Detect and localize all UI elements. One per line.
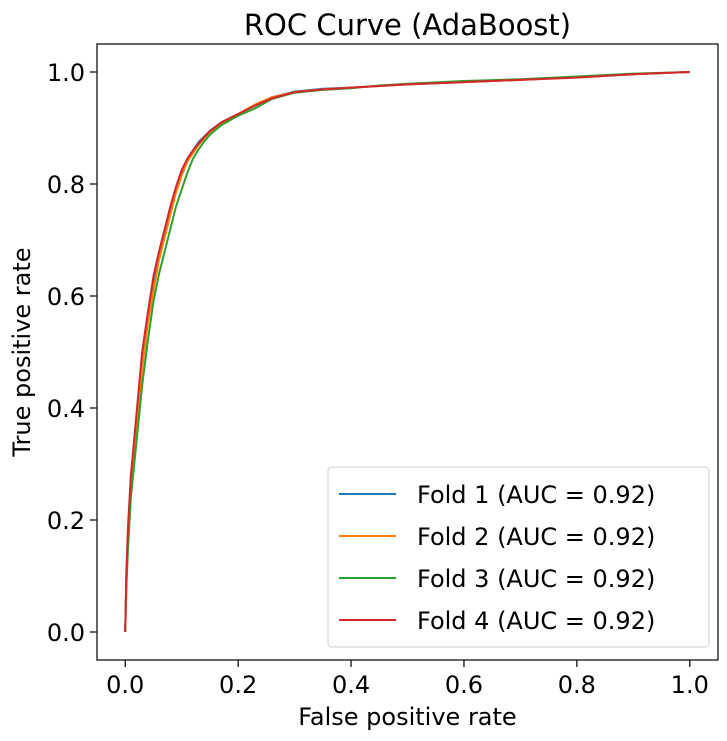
y-tick-label: 0.0 [47, 619, 85, 647]
x-axis-ticks: 0.0 0.2 0.4 0.6 0.8 1.0 [106, 660, 709, 699]
x-tick-label: 0.2 [219, 671, 257, 699]
x-tick-label: 0.6 [445, 671, 483, 699]
y-tick-label: 0.2 [47, 507, 85, 535]
x-tick-label: 0.0 [106, 671, 144, 699]
x-tick-label: 0.8 [558, 671, 596, 699]
legend-items: Fold 1 (AUC = 0.92) Fold 2 (AUC = 0.92) Fo… [339, 481, 655, 635]
legend-box [327, 466, 710, 648]
y-tick-label: 0.8 [47, 171, 85, 199]
chart-title: ROC Curve (AdaBoost) [244, 8, 571, 42]
y-tick-label: 0.4 [47, 395, 85, 423]
x-tick-label: 1.0 [671, 671, 709, 699]
y-tick-label: 0.6 [47, 283, 85, 311]
plot-area: 0.0 0.2 0.4 0.6 0.8 1.0 0.0 0.2 0.4 0.6 0.8 1.0 [47, 43, 719, 699]
legend-label-fold-1: Fold 1 (AUC = 0.92) [417, 481, 655, 509]
y-axis-label: True positive rate [8, 247, 36, 457]
x-tick-label: 0.4 [332, 671, 370, 699]
legend-label-fold-2: Fold 2 (AUC = 0.92) [417, 523, 655, 551]
y-tick-label: 1.0 [47, 59, 85, 87]
x-axis-label: False positive rate [298, 703, 516, 731]
series-line-fold-4 [124, 71, 690, 633]
series-lines [124, 71, 690, 633]
y-axis-ticks: 0.0 0.2 0.4 0.6 0.8 1.0 [47, 59, 97, 647]
legend: Fold 1 (AUC = 0.92) Fold 2 (AUC = 0.92) Fo… [327, 466, 710, 648]
legend-label-fold-4: Fold 4 (AUC = 0.92) [417, 607, 655, 635]
legend-label-fold-3: Fold 3 (AUC = 0.92) [417, 565, 655, 593]
plot-frame [96, 43, 719, 661]
